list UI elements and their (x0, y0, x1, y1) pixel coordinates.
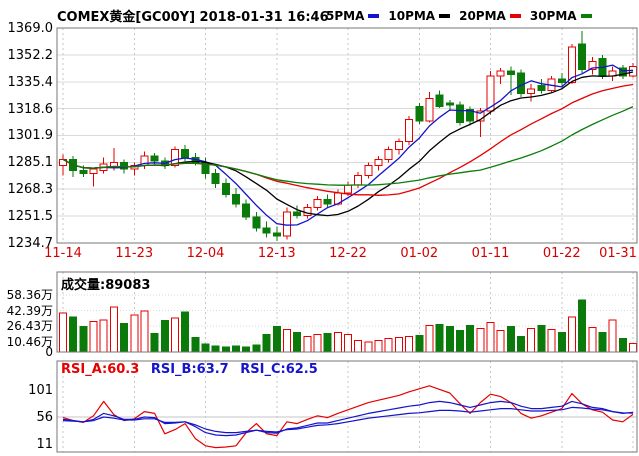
volume-label-text: 成交量: (61, 278, 106, 293)
price-axis-tick: 1285.1 (7, 155, 54, 171)
price-axis-tick: 1352.2 (7, 47, 54, 63)
rsi-label-2: RSI_C:62.5 (240, 362, 318, 377)
ma-lines (62, 64, 634, 226)
rsi-axis-tick: 11 (36, 437, 53, 452)
date-axis-tick: 01-11 (471, 246, 510, 261)
rsi-axis-tick: 101 (28, 383, 53, 398)
price-panel[interactable] (56, 27, 638, 244)
volume-axis-tick: 42.39万 (6, 303, 53, 318)
legend-swatch (368, 14, 380, 18)
ma-line-5pma (62, 64, 634, 226)
volume-label: 成交量:89083 (61, 274, 150, 293)
price-axis-tick: 1234.7 (7, 236, 54, 251)
rsi-panel[interactable] (56, 360, 638, 453)
volume-panel[interactable] (56, 271, 638, 353)
rsi_c-line (62, 406, 634, 434)
legend-label: 30PMA (529, 9, 577, 23)
volume-axis-tick: 10.46万 (6, 334, 53, 349)
date-axis-tick: 12-22 (329, 246, 367, 261)
date-axis-tick: 12-13 (257, 246, 296, 261)
legend-label: 10PMA (388, 9, 436, 23)
volume-bars (59, 299, 637, 353)
volume-axis-tick: 58.36万 (6, 288, 53, 302)
legend-swatch (509, 14, 521, 18)
legend-item-10pma: 10PMA (388, 9, 451, 23)
date-axis-tick: 01-31 (599, 246, 637, 261)
price-axis-tick: 1268.3 (7, 182, 54, 198)
grid-lines (57, 27, 637, 452)
rsi-axis-tick: 56 (36, 410, 53, 425)
price-axis-tick: 1251.5 (7, 209, 54, 225)
price-axis-tick: 1335.4 (7, 74, 54, 90)
rsi-lines (62, 385, 634, 449)
date-axis-tick: 11-14 (44, 246, 82, 261)
legend-item-5pma: 5PMA (326, 9, 380, 23)
legend-label: 20PMA (459, 9, 506, 23)
date-axis-tick: 01-22 (542, 246, 581, 261)
ma-line-30pma (62, 106, 634, 186)
volume-current-value: 89083 (105, 278, 151, 293)
legend-swatch (580, 14, 592, 18)
volume-axis-tick: 26.43万 (6, 319, 53, 334)
rsi-labels: RSI_A:60.3 RSI_B:63.7 RSI_C:62.5 (61, 362, 325, 377)
price-axis-tick: 1301.9 (7, 128, 54, 144)
date-axis-tick: 01-02 (400, 246, 439, 261)
legend-item-20pma: 20PMA (459, 9, 521, 23)
rsi-label-0: RSI_A:60.3 (61, 362, 140, 377)
legend-item-30pma: 30PMA (530, 9, 592, 23)
date-axis-tick: 12-04 (186, 246, 225, 261)
rsi-label-1: RSI_B:63.7 (150, 362, 229, 377)
legend-swatch (439, 14, 451, 18)
legend-label: 5PMA (326, 9, 365, 23)
price-axis-tick: 1318.6 (7, 101, 54, 117)
ma-legend: 5PMA 10PMA 20PMA 30PMA (326, 9, 601, 23)
date-axis-tick: 11-23 (115, 246, 154, 261)
price-axis-tick: 1369.0 (7, 21, 54, 36)
chart-title: COMEX黄金[GC00Y] 2018-01-31 16:46 (57, 10, 329, 25)
volume-axis-tick: 0 (45, 345, 53, 359)
